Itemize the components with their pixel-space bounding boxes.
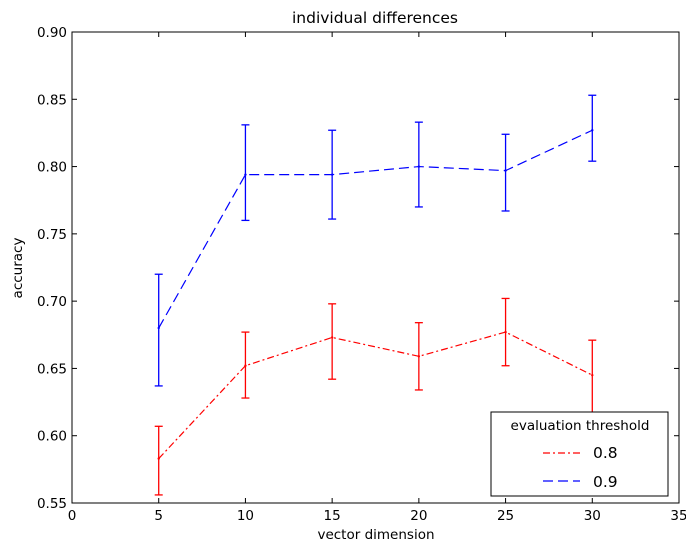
data-point: [331, 173, 333, 175]
y-tick-label: 0.75: [37, 227, 67, 243]
x-tick-label: 10: [237, 508, 254, 524]
data-point: [244, 173, 246, 175]
x-axis-label: vector dimension: [317, 527, 434, 543]
x-tick-label: 25: [497, 508, 514, 524]
data-point: [418, 165, 420, 167]
y-tick-label: 0.65: [37, 361, 67, 377]
data-point: [158, 457, 160, 459]
x-tick-label: 5: [154, 508, 163, 524]
y-tick-label: 0.70: [37, 294, 67, 310]
data-point: [418, 355, 420, 357]
data-point: [158, 327, 160, 329]
x-tick-label: 0: [68, 508, 77, 524]
data-point: [504, 331, 506, 333]
y-tick-label: 0.55: [37, 496, 67, 512]
y-tick-label: 0.90: [37, 25, 67, 41]
y-tick-label: 0.60: [37, 429, 67, 445]
data-point: [244, 365, 246, 367]
legend: evaluation threshold 0.8 0.9: [491, 412, 668, 496]
y-tick-label: 0.85: [37, 92, 67, 108]
chart-title: individual differences: [292, 9, 458, 27]
data-point: [591, 129, 593, 131]
data-point: [331, 336, 333, 338]
x-tick-label: 15: [324, 508, 341, 524]
data-point: [591, 374, 593, 376]
legend-title: evaluation threshold: [511, 418, 650, 434]
y-tick-label: 0.80: [37, 160, 67, 176]
legend-label-0.9: 0.9: [593, 473, 618, 491]
x-tick-label: 35: [670, 508, 686, 524]
x-tick-label: 20: [410, 508, 427, 524]
data-point: [504, 169, 506, 171]
x-tick-label: 30: [584, 508, 601, 524]
y-axis-label: accuracy: [10, 238, 26, 299]
legend-label-0.8: 0.8: [593, 444, 618, 462]
